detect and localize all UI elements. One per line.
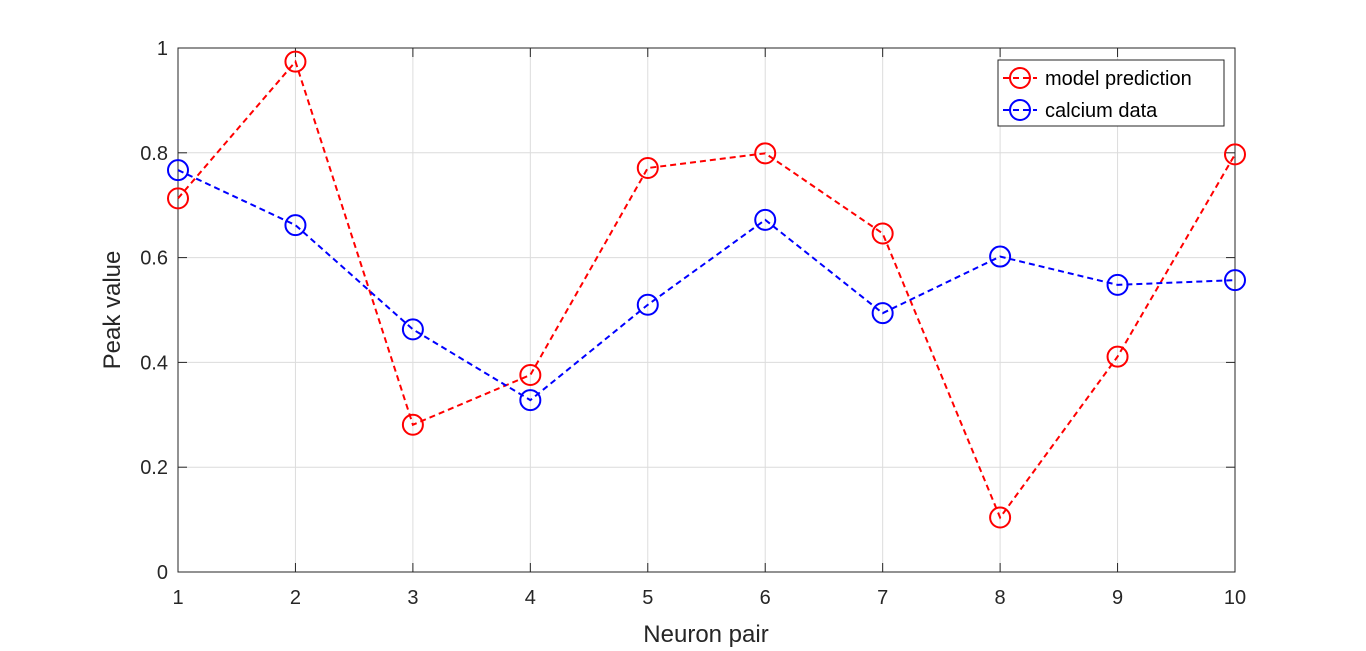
- x-tick-label: 2: [290, 587, 301, 609]
- data-point-calcium-data: [1106, 273, 1129, 296]
- data-point-model-prediction: [754, 142, 777, 165]
- data-point-calcium-data: [989, 245, 1012, 268]
- data-point-calcium-data: [167, 159, 189, 182]
- series-line-calcium-data: [177, 169, 1236, 402]
- y-tick-label: 1: [157, 38, 168, 60]
- x-axis-label: Neuron pair: [643, 621, 768, 648]
- y-tick-label: 0: [157, 562, 168, 584]
- x-tick-label: 6: [760, 587, 771, 609]
- y-axis-label: Peak value: [99, 251, 126, 370]
- data-point-calcium-data: [754, 208, 777, 231]
- data-point-model-prediction: [636, 156, 659, 179]
- data-point-model-prediction: [167, 187, 189, 210]
- data-point-calcium-data: [401, 318, 424, 341]
- x-tick-label: 10: [1224, 587, 1246, 609]
- data-point-model-prediction: [871, 222, 894, 245]
- plot-area-background: [178, 48, 1235, 572]
- data-point-calcium-data: [284, 214, 307, 237]
- data-point-model-prediction: [284, 50, 307, 73]
- x-tick-label: 7: [877, 587, 888, 609]
- data-point-model-prediction: [1106, 345, 1129, 368]
- x-tick-label: 4: [525, 587, 536, 609]
- x-tick-label: 8: [995, 587, 1006, 609]
- series-line-model-prediction: [177, 59, 1236, 520]
- series-model-prediction: [167, 50, 1246, 529]
- axis-ticks: 1 2 3 4 5 6 7 8 9 10 0 0.2 0.4 0.6 0.8 1: [140, 38, 1246, 609]
- y-tick-label: 0.4: [140, 352, 168, 374]
- x-tick-label: 3: [407, 587, 418, 609]
- y-tick-label: 0.8: [140, 143, 168, 165]
- plot-area-frame: [177, 47, 1236, 573]
- legend-label-calcium-data: calcium data: [1045, 100, 1158, 122]
- data-point-model-prediction: [1224, 143, 1246, 166]
- legend-marker-calcium-data: [1009, 99, 1031, 121]
- x-tick-label: 1: [172, 587, 183, 609]
- data-point-model-prediction: [401, 413, 424, 436]
- data-series: [167, 50, 1246, 529]
- legend-marker-model-prediction: [1009, 67, 1031, 89]
- data-point-calcium-data: [871, 302, 894, 325]
- y-tick-label: 0.2: [140, 457, 168, 479]
- series-calcium-data: [167, 159, 1246, 412]
- data-point-model-prediction: [989, 506, 1012, 529]
- legend: model prediction calcium data: [997, 59, 1225, 127]
- x-tick-label: 9: [1112, 587, 1123, 609]
- data-point-calcium-data: [636, 293, 659, 316]
- data-point-calcium-data: [1224, 269, 1246, 292]
- legend-box: [997, 59, 1225, 127]
- legend-label-model-prediction: model prediction: [1045, 68, 1192, 90]
- data-point-model-prediction: [519, 363, 542, 386]
- y-tick-label: 0.6: [140, 248, 168, 270]
- data-point-calcium-data: [519, 389, 542, 412]
- grid-lines: [178, 48, 1235, 572]
- x-tick-label: 5: [642, 587, 653, 609]
